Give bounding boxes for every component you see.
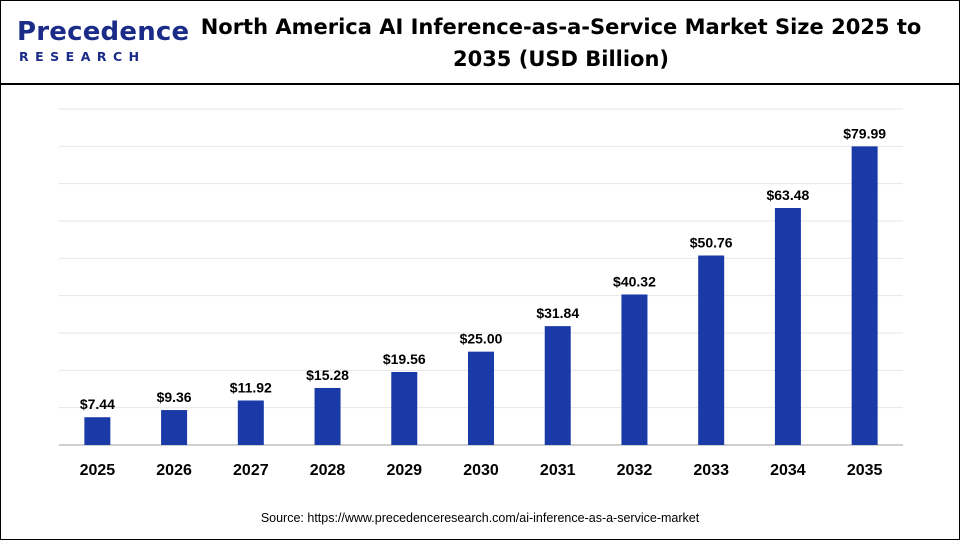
data-label-2028: $15.28: [306, 367, 349, 383]
bar-2029: [391, 371, 418, 445]
bar-chart: $7.44 2025 $9.36 2026 $11.92 2027 $15.28 2028 $1…: [59, 108, 903, 479]
data-label-2035: $79.99: [843, 125, 886, 141]
x-tick-label-2025: 2025: [80, 462, 116, 479]
bar-2035: [851, 146, 878, 445]
x-tick-label-2027: 2027: [233, 462, 269, 479]
precedence-research-logo: Precedence RESEARCH: [17, 17, 189, 67]
data-label-2034: $63.48: [766, 187, 809, 203]
x-tick-label-2026: 2026: [156, 462, 192, 479]
data-label-2029: $19.56: [383, 351, 426, 367]
x-tick-label-2030: 2030: [463, 462, 499, 479]
logo-subtitle: RESEARCH: [19, 49, 146, 64]
x-tick-label-2033: 2033: [693, 462, 729, 479]
source-note: Source: https://www.precedenceresearch.c…: [260, 511, 700, 525]
x-tick-label-2028: 2028: [310, 462, 346, 479]
bar-2031: [544, 326, 571, 445]
data-label-2032: $40.32: [613, 273, 656, 289]
data-label-2033: $50.76: [690, 234, 733, 250]
data-label-2026: $9.36: [157, 389, 192, 405]
x-tick-label-2034: 2034: [770, 462, 806, 479]
bar-2025: [84, 417, 111, 445]
bar-2033: [698, 255, 725, 445]
data-label-2031: $31.84: [536, 305, 579, 321]
logo-wordmark: Precedence: [17, 17, 190, 47]
bar-2027: [237, 400, 264, 445]
x-tick-label-2031: 2031: [540, 462, 576, 479]
bar-2034: [774, 208, 801, 445]
bar-2032: [621, 294, 648, 445]
data-label-2025: $7.44: [80, 396, 115, 412]
data-label-2027: $11.92: [230, 379, 272, 395]
chart-title: North America AI Inference-as-a-Service …: [200, 15, 922, 71]
bar-2026: [161, 410, 188, 445]
data-label-2030: $25.00: [460, 331, 503, 347]
x-tick-label-2035: 2035: [847, 462, 883, 479]
header: Precedence RESEARCH North America AI Inf…: [1, 1, 959, 85]
x-tick-label-2032: 2032: [617, 462, 653, 479]
x-tick-label-2029: 2029: [386, 462, 422, 479]
bar-2030: [468, 351, 494, 445]
bar-2028: [314, 387, 341, 445]
